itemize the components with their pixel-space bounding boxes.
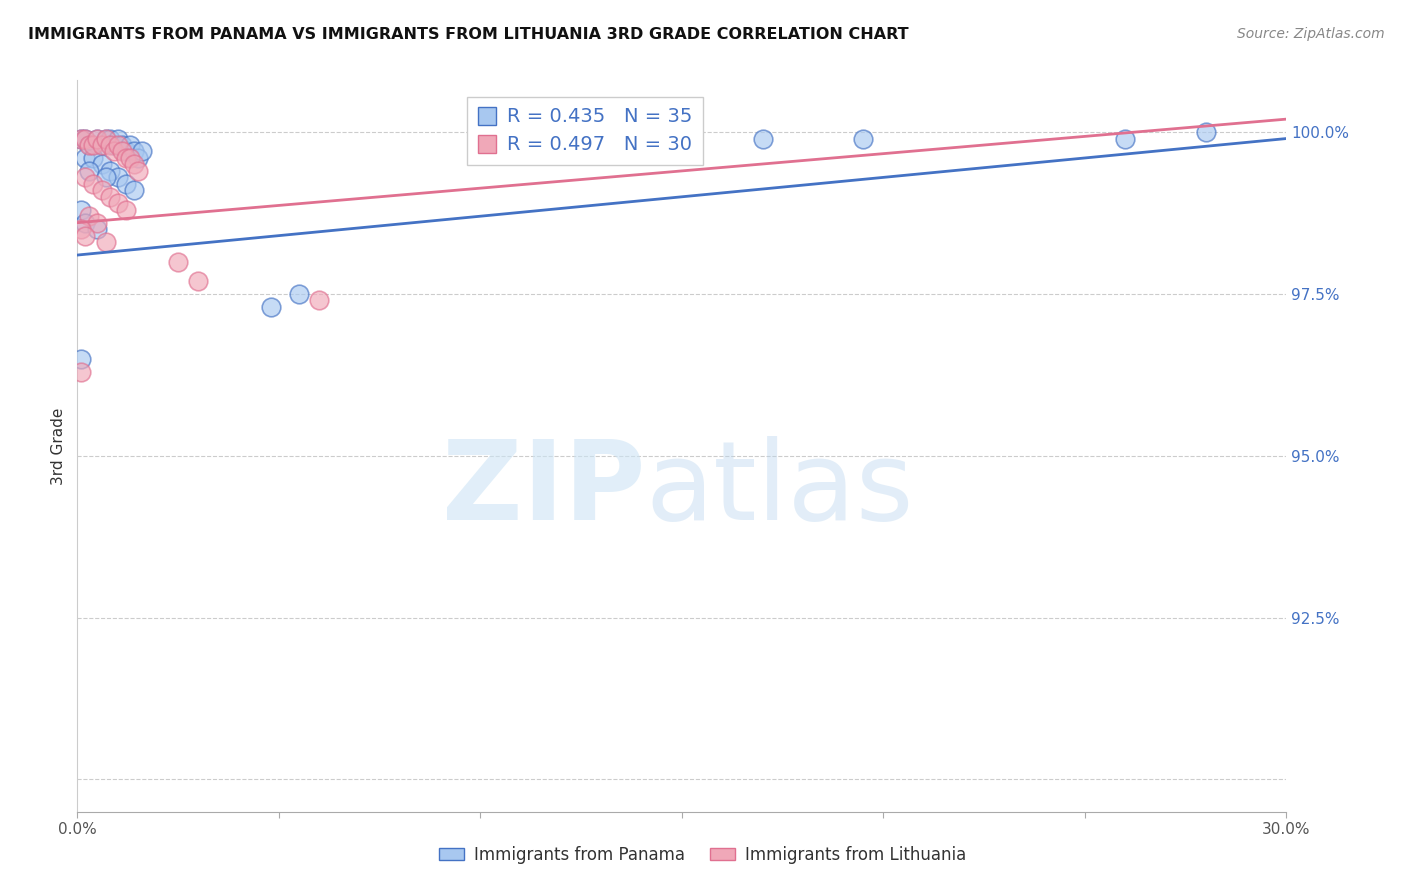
Point bbox=[127, 151, 149, 165]
Point bbox=[70, 202, 93, 217]
Point bbox=[82, 177, 104, 191]
Text: IMMIGRANTS FROM PANAMA VS IMMIGRANTS FROM LITHUANIA 3RD GRADE CORRELATION CHART: IMMIGRANTS FROM PANAMA VS IMMIGRANTS FRO… bbox=[28, 27, 908, 42]
Point bbox=[82, 138, 104, 153]
Point bbox=[107, 196, 129, 211]
Point bbox=[751, 131, 773, 145]
Point bbox=[187, 274, 209, 288]
Point bbox=[94, 131, 117, 145]
Point bbox=[107, 170, 129, 185]
Point bbox=[90, 183, 112, 197]
Point bbox=[127, 164, 149, 178]
Text: Source: ZipAtlas.com: Source: ZipAtlas.com bbox=[1237, 27, 1385, 41]
Point bbox=[103, 138, 125, 153]
Point bbox=[111, 145, 134, 159]
Text: atlas: atlas bbox=[645, 436, 914, 543]
Point bbox=[90, 138, 112, 153]
Point bbox=[122, 183, 145, 197]
Point bbox=[1114, 131, 1136, 145]
Legend: Immigrants from Panama, Immigrants from Lithuania: Immigrants from Panama, Immigrants from … bbox=[433, 839, 973, 871]
Point bbox=[308, 293, 330, 308]
Point bbox=[82, 138, 104, 153]
Point bbox=[98, 131, 121, 145]
Point bbox=[114, 177, 136, 191]
Point bbox=[103, 145, 125, 159]
Point bbox=[75, 151, 97, 165]
Point bbox=[82, 151, 104, 165]
Point bbox=[260, 300, 283, 314]
Point bbox=[98, 164, 121, 178]
Point bbox=[86, 131, 108, 145]
Point bbox=[70, 365, 93, 379]
Point bbox=[94, 170, 117, 185]
Point bbox=[70, 351, 93, 366]
Point bbox=[90, 157, 112, 171]
Point bbox=[167, 254, 190, 268]
Point bbox=[131, 145, 153, 159]
Point bbox=[122, 145, 145, 159]
Point bbox=[79, 138, 101, 153]
Point bbox=[852, 131, 875, 145]
Y-axis label: 3rd Grade: 3rd Grade bbox=[51, 408, 66, 484]
Point bbox=[75, 131, 97, 145]
Point bbox=[122, 157, 145, 171]
Point bbox=[75, 216, 97, 230]
Text: ZIP: ZIP bbox=[443, 436, 645, 543]
Point bbox=[94, 235, 117, 249]
Legend: R = 0.435   N = 35, R = 0.497   N = 30: R = 0.435 N = 35, R = 0.497 N = 30 bbox=[467, 96, 703, 165]
Point bbox=[75, 170, 97, 185]
Point bbox=[79, 138, 101, 153]
Point bbox=[107, 138, 129, 153]
Point bbox=[1195, 125, 1218, 139]
Point bbox=[75, 131, 97, 145]
Point bbox=[70, 131, 93, 145]
Point bbox=[79, 164, 101, 178]
Point bbox=[75, 228, 97, 243]
Point bbox=[107, 131, 129, 145]
Point bbox=[114, 151, 136, 165]
Point bbox=[114, 145, 136, 159]
Point bbox=[288, 286, 311, 301]
Point bbox=[86, 131, 108, 145]
Point bbox=[70, 131, 93, 145]
Point bbox=[118, 151, 141, 165]
Point bbox=[98, 190, 121, 204]
Point bbox=[94, 131, 117, 145]
Point bbox=[111, 138, 134, 153]
Point bbox=[118, 138, 141, 153]
Point bbox=[70, 222, 93, 236]
Point bbox=[98, 138, 121, 153]
Point bbox=[86, 222, 108, 236]
Point bbox=[79, 209, 101, 223]
Point bbox=[90, 138, 112, 153]
Point bbox=[86, 216, 108, 230]
Point bbox=[114, 202, 136, 217]
